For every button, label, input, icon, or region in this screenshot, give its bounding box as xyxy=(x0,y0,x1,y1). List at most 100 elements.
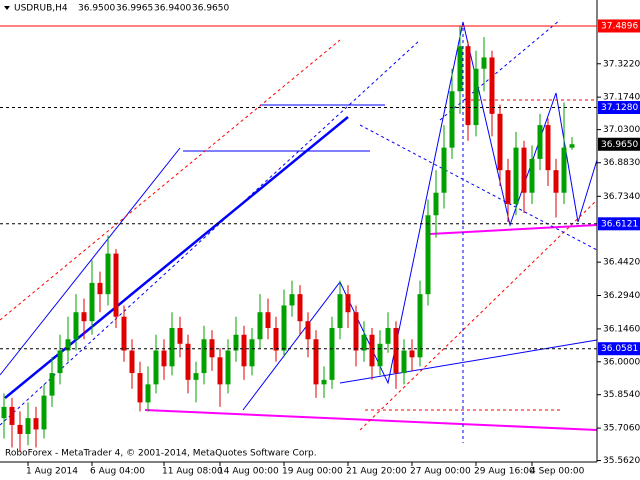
y-tick-label: 37.0300 xyxy=(603,125,640,135)
candle-body xyxy=(321,379,327,385)
level-box xyxy=(598,217,640,231)
level-label: 36.0581 xyxy=(601,344,638,354)
y-tick-label: 36.2940 xyxy=(603,291,640,301)
candle-body xyxy=(225,350,231,385)
candle-body xyxy=(17,424,23,434)
candle-body xyxy=(553,170,559,193)
level-box xyxy=(598,19,640,33)
candle-body xyxy=(265,312,271,328)
level-label: 36.6121 xyxy=(601,219,638,229)
candle-body xyxy=(457,46,463,92)
level-label: 37.1280 xyxy=(601,103,638,113)
candle-body xyxy=(25,418,31,434)
candle-body xyxy=(505,170,511,204)
y-tick-label: 36.4420 xyxy=(603,258,640,268)
candle-body xyxy=(257,312,263,340)
x-tick-label: 29 Aug 16:00 xyxy=(474,467,535,477)
candle-body xyxy=(217,357,223,385)
candle-body xyxy=(97,282,103,295)
candle-body xyxy=(417,294,423,358)
x-tick-label: 19 Aug 00:00 xyxy=(282,467,343,477)
candle-body xyxy=(33,418,39,430)
candle-body xyxy=(185,343,191,380)
candle-body xyxy=(121,316,127,351)
level-label: 36.9650 xyxy=(601,140,638,150)
level-box xyxy=(598,137,640,151)
candle-body xyxy=(393,327,399,374)
candle-body xyxy=(9,406,15,425)
candle-body xyxy=(513,147,519,204)
y-tick-label: 35.8540 xyxy=(603,390,640,400)
candle-body xyxy=(289,294,295,306)
candle-body xyxy=(409,350,415,358)
y-tick-label: 35.5620 xyxy=(603,456,640,466)
header-value: 36.9965 xyxy=(116,4,153,14)
candle-body xyxy=(473,68,479,126)
x-tick-label: 14 Aug 00:00 xyxy=(218,467,279,477)
candle-body xyxy=(385,327,391,344)
candle-body xyxy=(129,350,135,374)
candle-body xyxy=(1,406,7,419)
candle-body xyxy=(89,282,95,322)
x-tick-label: 6 Aug 04:00 xyxy=(90,467,145,477)
menu-arrow[interactable] xyxy=(4,6,10,10)
symbol: USDRUB,H4 xyxy=(14,4,68,14)
candle-body xyxy=(337,294,343,328)
x-tick-label: 21 Aug 20:00 xyxy=(346,467,407,477)
candle-body xyxy=(249,339,255,367)
candle-body xyxy=(441,147,447,193)
x-tick-label: 11 Aug 08:00 xyxy=(162,467,223,477)
candle-body xyxy=(41,395,47,430)
candle-body xyxy=(401,350,407,374)
x-tick-label: 4 Sep 00:00 xyxy=(530,467,585,477)
candle-body xyxy=(489,57,495,114)
header-value: 36.9400 xyxy=(154,4,191,14)
y-tick-label: 36.0000 xyxy=(603,357,640,367)
candle-body xyxy=(433,192,439,216)
candle-body xyxy=(313,339,319,385)
candle-body xyxy=(345,294,351,313)
candle-body xyxy=(497,113,503,171)
x-tick-label: 1 Aug 2014 xyxy=(26,467,78,477)
candle-body xyxy=(113,253,119,317)
header-value: 36.9500 xyxy=(78,4,115,14)
level-box xyxy=(598,342,640,356)
candle-body xyxy=(561,147,567,193)
candle-body xyxy=(169,327,175,367)
candle-body xyxy=(105,253,111,295)
candle-body xyxy=(537,125,543,159)
x-tick-label: 27 Aug 00:00 xyxy=(410,467,471,477)
candle-body xyxy=(297,294,303,322)
candle-body xyxy=(57,350,63,374)
candle-body xyxy=(49,373,55,396)
y-tick-label: 35.7060 xyxy=(603,424,640,434)
candle-body xyxy=(153,350,159,385)
analysis-lines xyxy=(0,19,598,443)
y-tick-label: 37.1740 xyxy=(603,93,640,103)
candle-body xyxy=(529,158,535,193)
y-tick-label: 37.3220 xyxy=(603,59,640,69)
candle-body xyxy=(449,91,455,148)
candle-body xyxy=(81,312,87,322)
footer: RoboForex - MetaTrader 4, © 2001-2014, M… xyxy=(5,449,317,459)
header-value: 36.9650 xyxy=(192,4,229,14)
candle-body xyxy=(177,327,183,344)
y-tick-label: 36.1460 xyxy=(603,324,640,334)
candle-body xyxy=(521,147,527,193)
candle-body xyxy=(65,339,71,351)
candle-body xyxy=(545,125,551,171)
candle-body xyxy=(353,312,359,351)
candle-body xyxy=(193,373,199,380)
candle-body xyxy=(241,334,247,367)
candle-body xyxy=(145,384,151,403)
candle-body xyxy=(369,334,375,367)
candle-body xyxy=(569,144,575,148)
candle-body xyxy=(161,350,167,367)
candle-body xyxy=(425,215,431,295)
candle-body xyxy=(481,57,487,69)
candle-body xyxy=(281,305,287,351)
y-tick-label: 36.7340 xyxy=(603,192,640,202)
candle-body xyxy=(137,373,143,403)
y-tick-label: 36.8830 xyxy=(603,158,640,168)
